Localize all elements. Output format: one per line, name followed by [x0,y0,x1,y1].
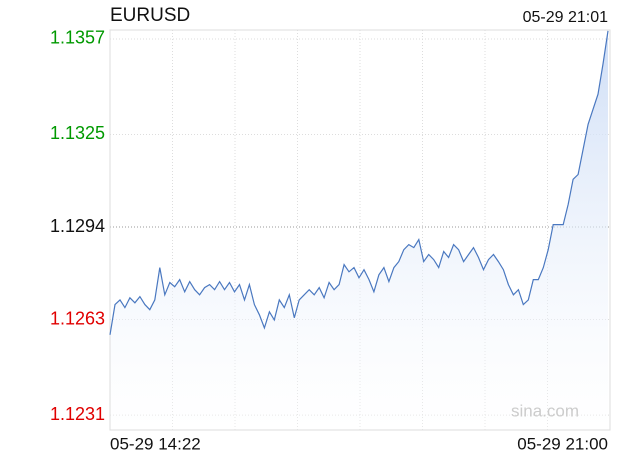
price-line [109,30,609,335]
y-tick-label: 1.1294 [50,216,105,236]
timestamp: 05-29 21:01 [523,9,609,26]
x-tick-label: 05-29 14:22 [110,434,201,453]
y-tick-label: 1.1263 [50,308,105,328]
y-tick-label: 1.1231 [50,404,105,424]
plot-frame [109,29,611,431]
y-tick-label: 1.1325 [50,123,105,143]
watermark: sina.com [511,401,579,420]
y-tick-label: 1.1357 [50,28,105,48]
area-fill [110,30,608,431]
chart-title: EURUSD [110,5,190,26]
x-tick-label: 05-29 21:00 [517,434,608,453]
